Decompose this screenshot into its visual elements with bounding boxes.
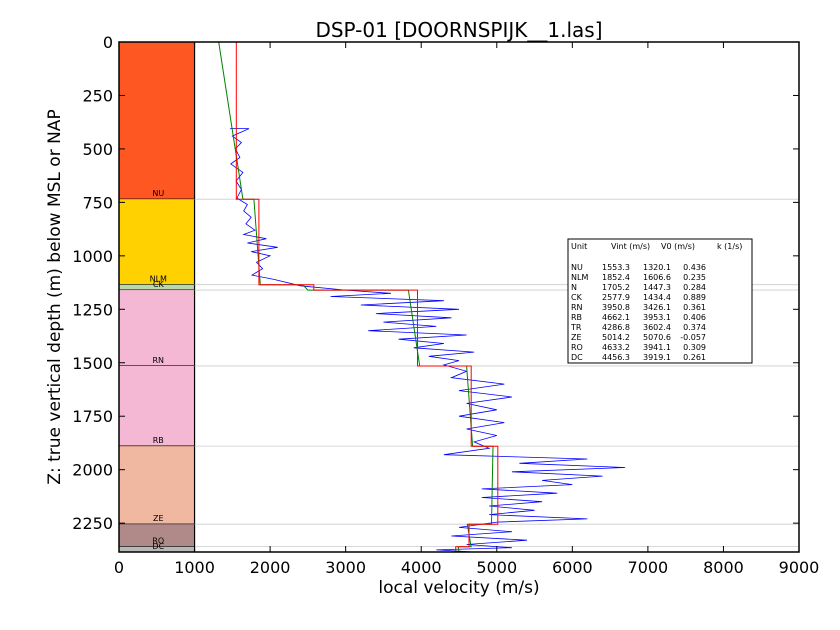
unit-label-rb: RB bbox=[153, 436, 164, 445]
table-unit-name: RN bbox=[571, 303, 583, 312]
table-header: Vint (m/s) bbox=[611, 242, 650, 251]
y-axis-label: Z: true vertical depth (m) below MSL or … bbox=[45, 109, 65, 484]
table-cell: 3950.8 bbox=[602, 303, 630, 312]
table-unit-name: NU bbox=[571, 263, 583, 272]
y-tick-label: 1750 bbox=[72, 407, 113, 426]
table-unit-name: ZE bbox=[571, 333, 582, 342]
unit-band-dc bbox=[119, 546, 195, 552]
table-cell: 0.436 bbox=[683, 263, 706, 272]
table-cell: 3602.4 bbox=[643, 323, 671, 332]
table-cell: 1434.4 bbox=[643, 293, 671, 302]
x-tick-label: 5000 bbox=[476, 558, 517, 577]
unit-band-rn bbox=[119, 290, 195, 366]
table-cell: 4662.1 bbox=[602, 313, 630, 322]
table-cell: 2577.9 bbox=[602, 293, 630, 302]
table-cell: 4456.3 bbox=[602, 353, 630, 362]
interval-velocity-line bbox=[235, 42, 499, 552]
y-tick-label: 0 bbox=[103, 33, 113, 52]
y-tick-label: 2000 bbox=[72, 461, 113, 480]
x-tick-label: 3000 bbox=[325, 558, 366, 577]
y-tick-label: 750 bbox=[82, 193, 113, 212]
table-header: Unit bbox=[571, 242, 587, 251]
table-unit-name: CK bbox=[571, 293, 583, 302]
unit-label-nu: NU bbox=[152, 189, 164, 198]
table-header: k (1/s) bbox=[717, 242, 742, 251]
linear-velocity-line bbox=[218, 41, 494, 553]
table-unit-name: NLM bbox=[571, 273, 588, 282]
unit-label-rn: RN bbox=[153, 356, 165, 365]
y-tick-label: 500 bbox=[82, 140, 113, 159]
table-cell: 1320.1 bbox=[643, 263, 671, 272]
x-tick-label: 4000 bbox=[401, 558, 442, 577]
table-cell: 0.235 bbox=[683, 273, 706, 282]
x-tick-label: 7000 bbox=[628, 558, 669, 577]
table-unit-name: TR bbox=[570, 323, 582, 332]
table-unit-name: RO bbox=[571, 343, 583, 352]
table-cell: 1606.6 bbox=[643, 273, 671, 282]
table-cell: 5070.6 bbox=[643, 333, 671, 342]
x-tick-label: 1000 bbox=[174, 558, 215, 577]
table-cell: 0.309 bbox=[683, 343, 706, 352]
table-unit-name: RB bbox=[571, 313, 582, 322]
table-cell: 3941.1 bbox=[643, 343, 671, 352]
unit-band-ck bbox=[119, 284, 195, 291]
table-cell: 5014.2 bbox=[602, 333, 630, 342]
y-tick-label: 1250 bbox=[72, 300, 113, 319]
unit-label-ck: CK bbox=[153, 280, 165, 289]
unit-label-nlm: NLM bbox=[150, 275, 167, 284]
unit-band-ro bbox=[119, 524, 195, 547]
x-tick-label: 8000 bbox=[703, 558, 744, 577]
plot-frame bbox=[118, 41, 800, 553]
x-tick-label: 6000 bbox=[552, 558, 593, 577]
x-tick-label: 9000 bbox=[779, 558, 820, 577]
chart-title: DSP-01 [DOORNSPIJK__1.las] bbox=[315, 18, 602, 42]
y-tick-label: 250 bbox=[82, 86, 113, 105]
y-tick-label: 1500 bbox=[72, 354, 113, 373]
table-cell: 0.406 bbox=[683, 313, 706, 322]
table-cell: 3953.1 bbox=[643, 313, 671, 322]
x-axis-label: local velocity (m/s) bbox=[378, 578, 539, 598]
axis-ticks: 0 1000 2000 3000 4000 5000 6000 7000 8000 9000 0 25… bbox=[72, 33, 819, 577]
table-cell: 0.889 bbox=[683, 293, 706, 302]
table-cell: 1852.4 bbox=[602, 273, 630, 282]
table-cell: 0.361 bbox=[683, 303, 706, 312]
table-unit-name: N bbox=[571, 283, 577, 292]
table-cell: 1553.3 bbox=[602, 263, 630, 272]
x-tick-label: 2000 bbox=[250, 558, 291, 577]
table-cell: 0.374 bbox=[683, 323, 706, 332]
table-cell: 0.261 bbox=[683, 353, 706, 362]
unit-band-nlm bbox=[119, 199, 195, 285]
table-header: V0 (m/s) bbox=[661, 242, 695, 251]
velocity-table-box bbox=[567, 238, 753, 364]
table-cell: 0.284 bbox=[683, 283, 706, 292]
y-tick-label: 2250 bbox=[72, 514, 113, 533]
table-cell: 3919.1 bbox=[643, 353, 671, 362]
unit-label-ro: RO bbox=[152, 537, 164, 546]
table-cell: 3426.1 bbox=[643, 303, 671, 312]
table-cell: -0.057 bbox=[680, 333, 706, 342]
unit-band-rb bbox=[119, 365, 195, 447]
table-unit-name: DC bbox=[571, 353, 583, 362]
unit-band-ze bbox=[119, 446, 195, 525]
unit-label-ze: ZE bbox=[153, 514, 164, 523]
velocity-table: Unit Vint (m/s) V0 (m/s) k (1/s) NU 1553.3 132… bbox=[567, 238, 753, 364]
sonic-velocity-line bbox=[230, 128, 626, 553]
unit-band-nu bbox=[119, 42, 195, 200]
velocity-series bbox=[218, 41, 626, 553]
unit-label-dc: DC bbox=[152, 542, 164, 551]
table-cell: 1705.2 bbox=[602, 283, 630, 292]
table-cell: 4633.2 bbox=[602, 343, 630, 352]
table-cell: 4286.8 bbox=[602, 323, 630, 332]
table-cell: 1447.3 bbox=[643, 283, 671, 292]
x-tick-label: 0 bbox=[114, 558, 124, 577]
y-tick-label: 1000 bbox=[72, 247, 113, 266]
